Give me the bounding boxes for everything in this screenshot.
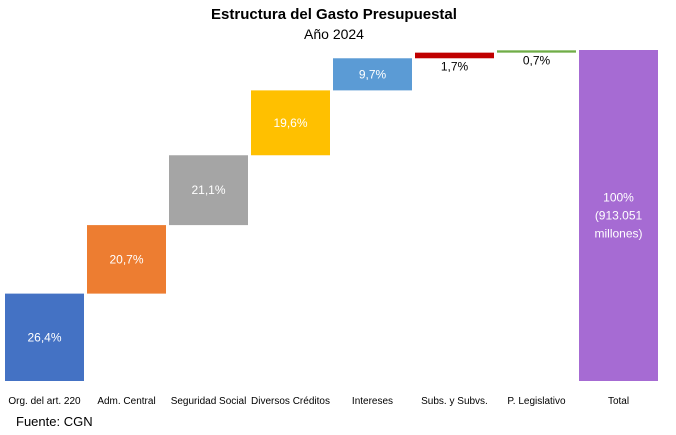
data-label-3: 19,6% [273, 116, 307, 130]
bar-3 [251, 90, 330, 156]
source-note: Fuente: CGN [16, 414, 93, 429]
bar-1 [87, 225, 166, 294]
category-label-0: Org. del art. 220 [8, 396, 81, 407]
bar-7 [579, 50, 658, 381]
category-label-7: Total [608, 396, 629, 407]
data-label-4: 9,7% [359, 67, 387, 81]
data-label-7: 100% (913.051 millones) [594, 191, 642, 241]
chart-subtitle: Año 2024 [304, 26, 364, 42]
category-label-2: Seguridad Social [171, 396, 247, 407]
bar-4 [333, 58, 412, 91]
category-label-1: Adm. Central [97, 396, 155, 407]
category-label-3: Diversos Créditos [251, 396, 330, 407]
data-label-2: 21,1% [191, 183, 225, 197]
category-label-4: Intereses [352, 396, 393, 407]
category-label-5: Subs. y Subvs. [421, 396, 488, 407]
bar-5 [415, 52, 494, 59]
category-label-6: P. Legislativo [507, 396, 566, 407]
bars-group [5, 50, 658, 381]
category-labels-group: Org. del art. 220 Adm. Central Seguridad S… [8, 396, 629, 407]
data-label-6: 0,7% [523, 54, 551, 68]
bar-6 [497, 50, 576, 53]
bar-2 [169, 155, 248, 226]
data-label-0: 26,4% [27, 330, 61, 344]
bar-0 [5, 293, 84, 381]
chart-title: Estructura del Gasto Presupuestal [211, 6, 457, 23]
labels-group: 26,4% 20,7% 21,1% 19,6% 9,7% 1,7% 0,7% 100% (913… [27, 54, 642, 345]
data-label-1: 20,7% [109, 252, 143, 266]
data-label-5: 1,7% [441, 59, 469, 73]
